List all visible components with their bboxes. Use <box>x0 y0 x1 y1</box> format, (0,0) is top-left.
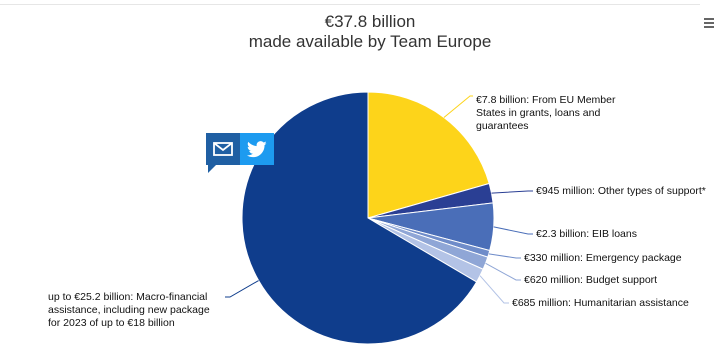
share-toolbar-pointer <box>208 165 216 173</box>
slice-label-line: €685 million: Humanitarian assistance <box>512 297 689 309</box>
slice-label-line: for 2023 of up to €18 billion <box>48 317 175 329</box>
slice-label-1: €945 million: Other types of support* <box>536 185 706 197</box>
slice-label-0: €7.8 billion: From EU Member States in gr… <box>476 94 616 132</box>
slice-label-line: States in grants, loans and <box>476 107 600 119</box>
share-email-button[interactable] <box>206 133 240 165</box>
share-toolbar <box>206 133 274 165</box>
slice-connector-6 <box>225 280 259 298</box>
twitter-icon <box>247 140 267 157</box>
slice-label-line: €2.3 billion: EIB loans <box>536 228 637 240</box>
pie-slice-6[interactable] <box>241 91 478 345</box>
slice-connector-1 <box>491 190 533 194</box>
slice-label-line: €945 million: Other types of support* <box>536 185 706 197</box>
slice-label-line: €620 million: Budget support <box>524 274 657 286</box>
slice-label-6: up to €25.2 billion: Macro-financial assi… <box>48 291 210 329</box>
slice-label-4: €620 million: Budget support <box>524 274 657 286</box>
slice-connector-0 <box>443 95 473 118</box>
slice-label-line: up to €25.2 billion: Macro-financial <box>48 291 207 303</box>
chart-title: €37.8 billion <box>324 12 416 31</box>
slice-label-3: €330 million: Emergency package <box>524 252 682 264</box>
mail-icon <box>213 142 233 156</box>
slice-label-2: €2.3 billion: EIB loans <box>536 228 637 240</box>
slice-label-line: €7.8 billion: From EU Member <box>476 94 616 106</box>
slice-label-5: €685 million: Humanitarian assistance <box>512 297 689 309</box>
slice-label-line: assistance, including new package <box>48 304 210 316</box>
chart-subtitle: made available by Team Europe <box>248 32 492 51</box>
slice-connector-4 <box>485 262 521 281</box>
slice-connector-3 <box>488 253 521 259</box>
top-divider <box>0 4 700 5</box>
slice-label-line: €330 million: Emergency package <box>524 252 682 264</box>
hamburger-menu-icon[interactable] <box>704 18 714 28</box>
slice-connector-2 <box>493 226 533 235</box>
slice-label-line: guarantees <box>476 120 529 132</box>
slice-connector-5 <box>479 275 509 304</box>
share-twitter-button[interactable] <box>240 133 274 165</box>
